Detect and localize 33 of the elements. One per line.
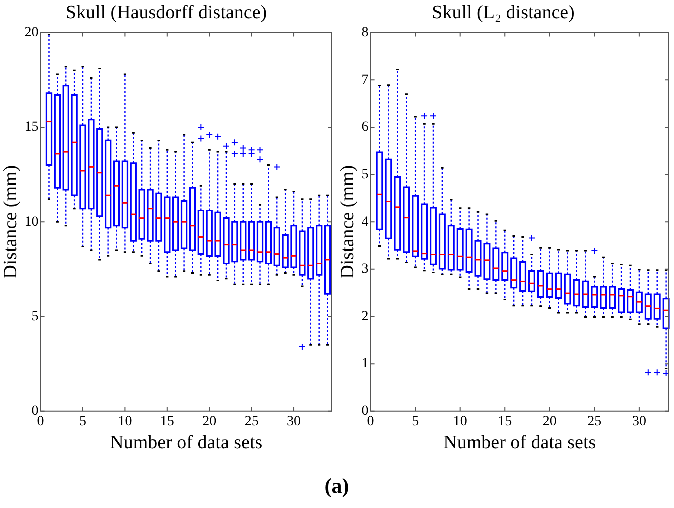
x-axis-title: Number of data sets [110, 432, 263, 454]
y-tick-label: 2 [362, 309, 369, 324]
y-tick-label: 6 [362, 120, 369, 136]
x-tick-label: 15 [498, 414, 512, 430]
y-tick-label: 7 [362, 72, 369, 88]
y-tick-label: 4 [362, 214, 369, 230]
x-tick-label: 30 [287, 414, 302, 430]
y-tick-label: 10 [24, 214, 39, 230]
x-tick-label: 30 [632, 414, 646, 430]
y-tick-label: 15 [24, 120, 39, 136]
y-tick-label: 5 [32, 309, 39, 324]
text: (a) [324, 474, 350, 499]
x-tick-label: 5 [412, 414, 420, 430]
y-axis-title: Distance (mm) [337, 165, 358, 279]
x-tick-label: 20 [542, 414, 557, 430]
y-tick-label: 3 [362, 262, 369, 278]
x-tick-label: 5 [80, 414, 87, 430]
x-tick-label: 10 [118, 414, 132, 430]
y-axis-title: Distance (mm) [0, 165, 22, 279]
y-tick-label: 8 [362, 25, 369, 40]
x-tick-label: 25 [588, 414, 602, 430]
y-tick-label: 5 [362, 167, 369, 182]
x-tick-label: 10 [453, 414, 468, 430]
x-tick-label: 25 [244, 414, 259, 430]
chart-title: Skull (L₂ distance) [432, 2, 575, 24]
x-axis-title: Number of data sets [444, 432, 596, 454]
y-tick-label: 0 [362, 404, 369, 420]
y-tick-label: 20 [24, 25, 39, 40]
x-tick-label: 20 [202, 414, 217, 430]
x-tick-label: 15 [160, 414, 174, 430]
y-tick-label: 0 [32, 404, 39, 420]
chart-title: Skull (Hausdorff distance) [66, 2, 268, 24]
y-tick-label: 1 [362, 356, 369, 372]
